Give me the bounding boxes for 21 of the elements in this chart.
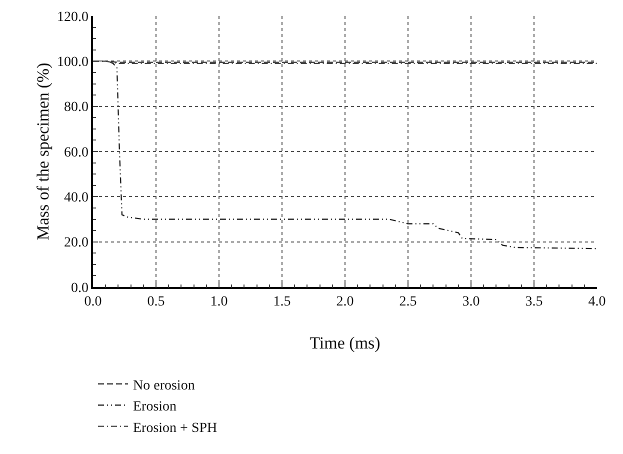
y-tick-label: 60.0: [64, 145, 88, 160]
x-tick-label: 0.5: [147, 294, 165, 310]
y-tick-label: 100.0: [56, 55, 88, 70]
legend-label: Erosion + SPH: [133, 420, 218, 436]
y-tick-label: 0.0: [70, 280, 88, 296]
y-axis-title: Mass of the specimen (%): [34, 62, 52, 240]
x-tick-label: 1.0: [210, 294, 228, 310]
x-tick-label: 1.5: [273, 294, 291, 310]
y-tick-label: 40.0: [64, 190, 88, 206]
legend-label: Erosion: [133, 400, 177, 415]
x-tick-label: 2.5: [399, 294, 417, 310]
x-tick-label: 2.0: [336, 294, 354, 310]
x-tick-label: 4.0: [588, 294, 606, 310]
x-tick-label: 0.0: [84, 294, 102, 310]
y-tick-label: 120.0: [56, 10, 88, 25]
legend-label: No erosion: [133, 378, 195, 394]
x-tick-label: 3.5: [525, 294, 543, 310]
y-tick-label: 20.0: [64, 236, 88, 251]
x-axis-title: Time (ms): [310, 334, 380, 352]
y-tick-label: 80.0: [64, 100, 88, 116]
x-tick-label: 3.0: [462, 294, 480, 310]
